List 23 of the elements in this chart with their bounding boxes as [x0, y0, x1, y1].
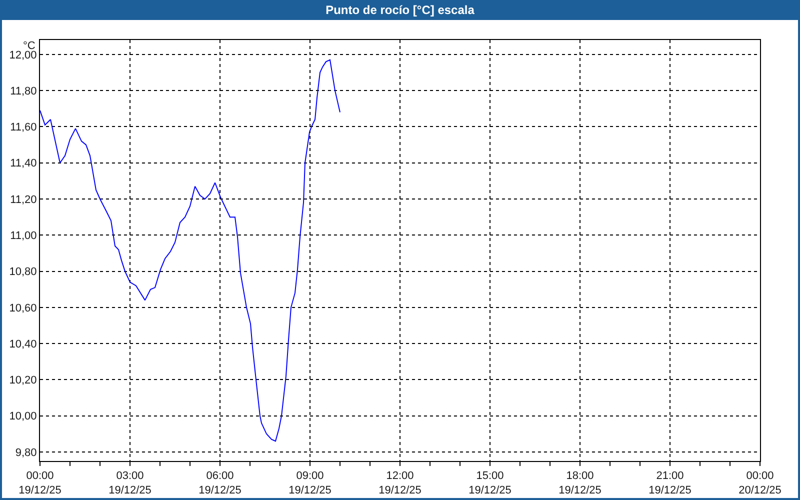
y-tick-label: 10,40	[9, 338, 37, 350]
x-tick-label: 18:00 19/12/25	[558, 470, 602, 496]
x-tick-label: 06:00 19/12/25	[198, 470, 242, 496]
chart-title: Punto de rocío [°C] escala	[326, 3, 475, 18]
y-tick-label: 10,00	[9, 410, 37, 423]
y-tick-label: 12,00	[9, 49, 37, 62]
x-tick-label: 15:00 19/12/25	[468, 470, 512, 496]
y-tick-label: 11,20	[10, 194, 37, 206]
y-tick-label: 10,60	[9, 302, 37, 314]
y-tick-label: 11,40	[10, 158, 37, 170]
y-tick-label: 11,80	[10, 85, 37, 98]
y-tick-label: 10,80	[9, 266, 37, 278]
x-tick-label: 12:00 19/12/25	[378, 470, 422, 496]
x-tick-label: 00:00 20/12/25	[738, 470, 782, 496]
x-tick-label: 21:00 19/12/25	[648, 470, 692, 496]
y-tick-label: 11,00	[10, 230, 37, 242]
y-axis-title: °C	[23, 40, 36, 52]
y-tick-label: 10,20	[9, 374, 37, 387]
y-tick-label: 9,80	[15, 446, 37, 459]
x-tick-label: 09:00 19/12/25	[288, 470, 332, 496]
x-tick-label: 00:00 19/12/25	[18, 470, 62, 496]
x-tick-label: 03:00 19/12/25	[108, 470, 152, 496]
y-tick-label: 11,60	[10, 122, 37, 134]
